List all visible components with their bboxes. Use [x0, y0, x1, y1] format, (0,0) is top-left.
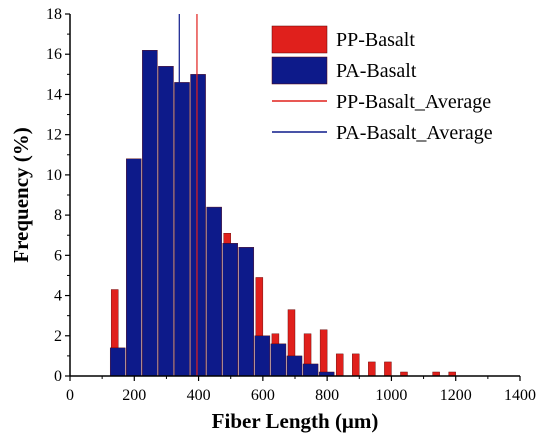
pa-basalt-bar: [190, 74, 206, 377]
y-tick-label: 14: [46, 86, 62, 103]
y-tick-label: 8: [54, 207, 62, 224]
pa-basalt-bar: [286, 355, 303, 377]
legend-pp-basalt-swatch: [271, 25, 328, 54]
y-tick-label: 10: [46, 167, 62, 184]
pp-basalt-bar: [335, 353, 344, 377]
pa-basalt-bar: [270, 343, 287, 377]
pa-basalt-bar: [158, 66, 174, 377]
pp-basalt-bar: [368, 361, 376, 377]
x-tick-label: 1400: [504, 387, 536, 404]
pa-basalt-bar: [142, 50, 158, 377]
x-tick-label: 1200: [440, 387, 472, 404]
pa-basalt-bar: [222, 243, 238, 377]
y-tick-label: 0: [54, 368, 62, 385]
legend-pp-basalt-label: PP-Basalt: [336, 29, 415, 51]
pp-basalt-bar: [319, 329, 328, 377]
legend-pp-basalt-average-label: PP-Basalt_Average: [336, 91, 491, 113]
legend: PP-Basalt PA-Basalt PP-Basalt_Average PA-Ba…: [271, 25, 493, 144]
legend-pa-basalt-average-label: PA-Basalt_Average: [336, 122, 493, 144]
y-axis-title: Frequency (%): [9, 127, 33, 263]
x-tick-label: 600: [251, 387, 275, 404]
x-ticks: 0 200 400 600 800 1000 1200 1400: [66, 376, 536, 404]
legend-pa-basalt-swatch: [271, 56, 328, 85]
pa-basalt-bar: [126, 158, 142, 377]
pa-basalt-bar: [206, 206, 222, 377]
y-tick-label: 2: [54, 328, 62, 345]
x-tick-label: 0: [66, 387, 74, 404]
legend-pa-basalt-label: PA-Basalt: [336, 60, 417, 82]
average-lines-layer: [178, 14, 198, 376]
pa-basalt-bar: [302, 363, 319, 377]
y-tick-label: 12: [46, 127, 62, 144]
x-tick-label: 800: [315, 387, 339, 404]
pa-basalt-bar: [254, 335, 271, 377]
bars-layer: [109, 50, 456, 377]
x-tick-label: 1000: [375, 387, 407, 404]
y-tick-label: 4: [54, 288, 62, 305]
x-axis-title: Fiber Length (μm): [212, 409, 379, 433]
x-tick-label: 200: [122, 387, 146, 404]
y-tick-label: 18: [46, 6, 62, 23]
pp-basalt-bar: [384, 361, 392, 377]
pp-basalt-bar: [352, 353, 360, 377]
pa-basalt-bar: [238, 247, 255, 377]
y-tick-label: 16: [46, 46, 62, 63]
pa-basalt-bar: [109, 347, 126, 377]
pa-basalt-bar: [174, 82, 190, 377]
y-tick-label: 6: [54, 247, 62, 264]
y-ticks: 0 2 4 6 8 10 12 14 16 18: [46, 6, 70, 385]
x-tick-label: 400: [187, 387, 211, 404]
